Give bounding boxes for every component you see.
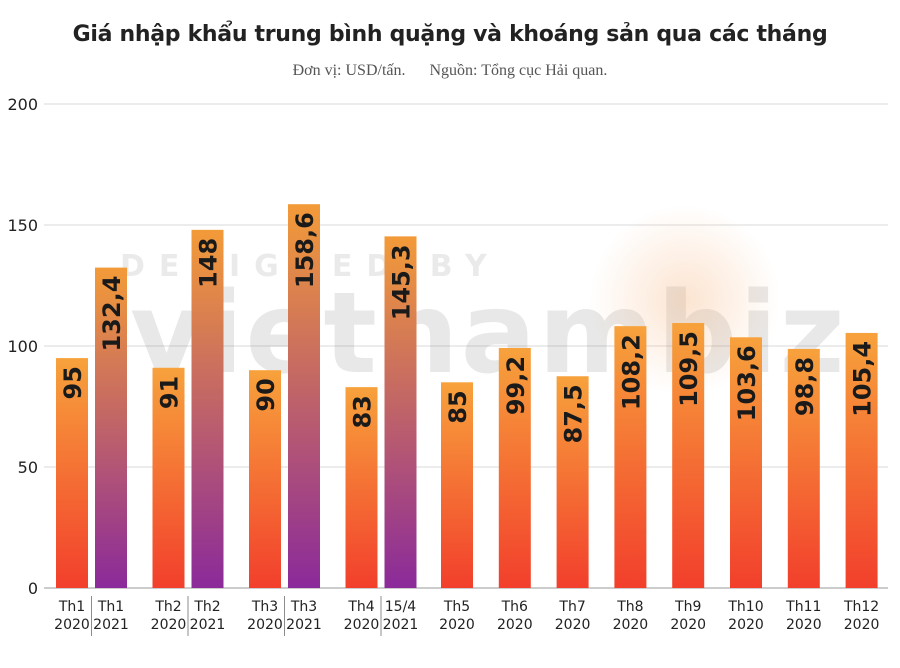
value-label: 105,4	[849, 341, 877, 417]
bar	[441, 382, 473, 588]
bar	[787, 348, 820, 588]
x-tick-year: 2020	[344, 617, 380, 633]
x-tick-label: Th1	[97, 599, 124, 615]
value-label: 99,2	[502, 356, 530, 415]
value-label: 109,5	[675, 331, 703, 407]
bars	[56, 204, 878, 589]
x-tick-year: 2020	[786, 617, 822, 633]
bar	[845, 332, 878, 588]
chart-subtitle: Đơn vị: USD/tấn. Nguồn: Tổng cục Hải qua…	[0, 62, 900, 80]
bar	[152, 367, 185, 588]
x-tick-label: Th7	[558, 599, 585, 615]
value-label: 148	[195, 238, 223, 288]
x-tick-year: 2020	[497, 617, 533, 633]
x-tick-year: 2020	[670, 617, 706, 633]
y-axis: 0 50 100 150 200	[7, 95, 38, 598]
y-tick-label: 50	[18, 458, 38, 477]
unit-note: Đơn vị: USD/tấn.	[292, 62, 406, 79]
x-tick-label: Th1	[58, 599, 85, 615]
x-tick-label: Th6	[501, 599, 528, 615]
x-axis: Th1 2020 Th1 2021 Th2 2020 Th2 2021 Th3 2020 Th3 20…	[54, 596, 879, 636]
x-tick-year: 2020	[54, 617, 90, 633]
y-tick-label: 200	[7, 95, 38, 114]
x-tick-year: 2020	[728, 617, 764, 633]
value-label: 83	[349, 395, 377, 428]
x-tick-year: 2020	[844, 617, 880, 633]
bar	[556, 376, 589, 588]
value-label: 103,6	[733, 345, 761, 421]
value-label: 85	[444, 390, 472, 423]
bar	[249, 370, 281, 588]
bar	[288, 204, 320, 589]
bar	[614, 326, 647, 588]
value-label: 145,3	[388, 244, 416, 320]
x-tick-year: 2021	[286, 617, 322, 633]
chart-title: Giá nhập khẩu trung bình quặng và khoáng…	[72, 22, 828, 47]
value-label: 95	[59, 366, 87, 399]
x-tick-label: 15/4	[385, 599, 417, 615]
x-tick-label: Th10	[727, 599, 763, 615]
value-labels: 95 132,4 91 148 90 158,6 83 145,3 85 99,2 87,5 108,…	[59, 212, 877, 443]
x-tick-label: Th3	[251, 599, 278, 615]
bar	[384, 236, 417, 588]
x-tick-year: 2020	[613, 617, 649, 633]
x-tick-year: 2021	[383, 617, 419, 633]
bar	[498, 347, 531, 588]
x-tick-label: Th5	[443, 599, 470, 615]
x-tick-year: 2020	[439, 617, 475, 633]
x-tick-label: Th4	[347, 599, 374, 615]
x-tick-label: Th12	[843, 599, 879, 615]
bar	[345, 387, 378, 588]
x-tick-label: Th2	[193, 599, 220, 615]
x-tick-year: 2021	[93, 617, 129, 633]
x-tick-label: Th3	[290, 599, 317, 615]
x-tick-label: Th8	[616, 599, 643, 615]
bar	[95, 267, 127, 588]
x-tick-year: 2020	[247, 617, 283, 633]
value-label: 98,8	[791, 357, 819, 416]
value-label: 90	[252, 378, 280, 411]
bar	[672, 323, 705, 588]
x-tick-year: 2020	[151, 617, 187, 633]
x-tick-year: 2020	[555, 617, 591, 633]
value-label: 108,2	[617, 334, 645, 410]
y-tick-label: 100	[7, 337, 38, 356]
bar	[191, 229, 224, 588]
x-tick-year: 2021	[190, 617, 226, 633]
value-label: 91	[156, 376, 184, 409]
y-tick-label: 150	[7, 216, 38, 235]
x-tick-label: Th11	[785, 599, 821, 615]
y-tick-label: 0	[28, 579, 38, 598]
value-label: 87,5	[560, 384, 588, 443]
source-note: Nguồn: Tổng cục Hải quan.	[429, 62, 608, 79]
value-label: 132,4	[98, 276, 126, 352]
x-tick-label: Th2	[154, 599, 181, 615]
bar	[56, 358, 88, 588]
value-label: 158,6	[291, 212, 319, 288]
x-tick-label: Th9	[674, 599, 701, 615]
bar	[730, 337, 762, 588]
